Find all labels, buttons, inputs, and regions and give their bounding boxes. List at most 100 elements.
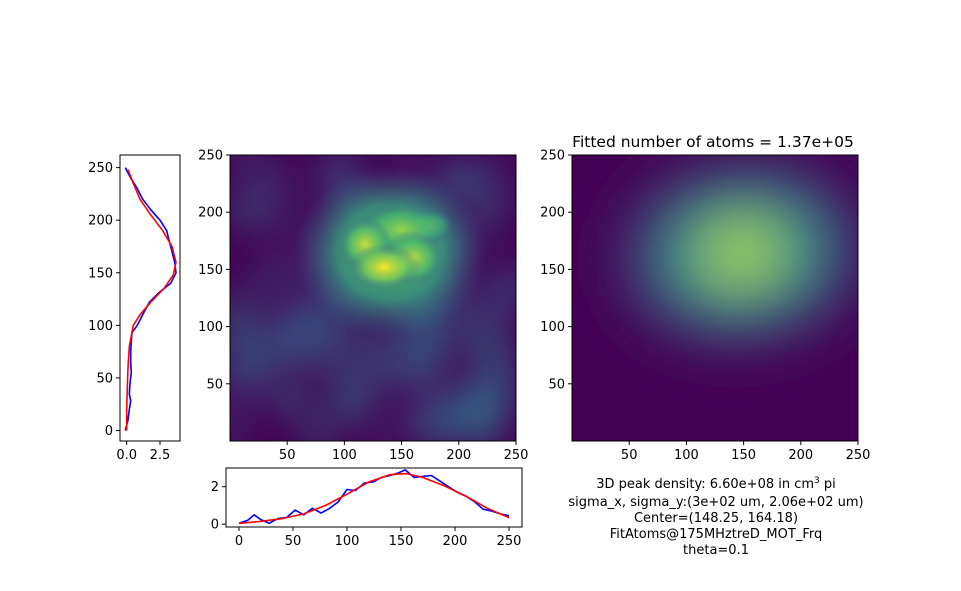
y-profile-ytick-label: 150	[88, 266, 113, 281]
caption-density: 3D peak density: 6.60e+08 in cm3 pi	[596, 476, 836, 492]
raw-image-noise-speck	[477, 336, 508, 360]
raw-image-noise-speck	[483, 155, 504, 161]
caption-name: FitAtoms@175MHztreD_MOT_Frq	[610, 527, 822, 542]
raw-image-noise-speck	[231, 281, 246, 298]
raw-image-noise-speck	[308, 316, 333, 337]
raw-image-noise-speck	[357, 431, 378, 441]
raw-image-noise-speck	[333, 369, 359, 394]
raw-image-noise-speck	[277, 334, 299, 362]
raw-image-noise-speck	[490, 396, 508, 411]
raw-image-noise-speck	[230, 155, 260, 161]
raw-image-noise-speck	[263, 259, 281, 272]
raw-image-noise-speck	[486, 290, 503, 311]
x-profile-xtick-label: 150	[389, 534, 414, 549]
raw-image-noise-speck	[289, 397, 316, 417]
raw-image-ytick-label: 200	[198, 206, 223, 221]
fit-caption: 3D peak density: 6.60e+08 in cm3 pi sigm…	[568, 476, 863, 558]
raw-image-noise-speck	[230, 406, 239, 430]
fit-image-xtick-label: 50	[621, 448, 638, 463]
raw-image-noise-speck	[266, 384, 299, 405]
fit-image-ytick-label: 250	[540, 149, 565, 164]
caption-center: Center=(148.25, 164.18)	[634, 511, 798, 526]
fit-image-xtick-label: 200	[788, 448, 813, 463]
raw-image-xtick-label: 250	[504, 448, 529, 463]
raw-image-noise-speck	[331, 155, 352, 171]
raw-image-noise-speck	[248, 164, 263, 179]
x-profile-xtick-label: 100	[335, 534, 360, 549]
fit-image-xtick-label: 150	[731, 448, 756, 463]
raw-image-noise-speck	[495, 192, 516, 205]
raw-image-noise-speck	[472, 411, 502, 440]
raw-image-noise-speck	[266, 204, 286, 226]
raw-image-noise-speck	[452, 159, 477, 181]
raw-image-noise-speck	[302, 342, 315, 355]
raw-image-ytick-label: 250	[198, 149, 223, 164]
y-profile-series-1	[125, 169, 177, 431]
raw-image-noise-speck	[493, 376, 516, 393]
raw-image-noise-speck	[282, 330, 303, 341]
raw-image-noise-speck	[425, 370, 440, 392]
raw-image-noise-speck	[266, 167, 292, 188]
raw-image-noise-speck	[485, 202, 500, 222]
raw-image-noise-speck	[233, 188, 248, 200]
raw-image-noise-speck	[500, 278, 516, 304]
raw-image-noise-speck	[392, 336, 424, 349]
x-profile-xtick-label: 200	[443, 534, 468, 549]
raw-image-noise-speck	[233, 299, 246, 327]
raw-image-noise-speck	[306, 431, 321, 441]
y-profile-xtick-label: 2.5	[150, 448, 171, 463]
raw-image-noise-speck	[364, 340, 385, 364]
y-profile-ytick-label: 200	[88, 214, 113, 229]
fit-gaussian-level	[726, 242, 757, 264]
raw-image-noise-speck	[324, 330, 342, 354]
y-profile-panel: 0.0 2.5 0 50 100 150 200 250	[88, 154, 181, 463]
y-profile-xtick-label: 0.0	[116, 448, 137, 463]
raw-image-noise-speck	[397, 412, 428, 426]
raw-image-xtick-label: 200	[446, 448, 471, 463]
raw-image-noise-speck	[262, 181, 276, 196]
raw-image-noise-speck	[230, 430, 246, 441]
fit-image-ytick-label: 100	[540, 320, 565, 335]
y-profile-ytick-label: 100	[88, 319, 113, 334]
raw-image-ytick-label: 100	[198, 320, 223, 335]
raw-image-blob	[347, 244, 421, 290]
fit-image-xtick-label: 100	[674, 448, 699, 463]
x-profile-ytick-label: 2	[211, 480, 219, 495]
fit-image-frame	[571, 154, 859, 442]
raw-image-noise-speck	[425, 409, 458, 437]
x-profile-panel: 0 50 100 150 200 250 0 2	[211, 467, 523, 549]
raw-image-noise-speck	[260, 282, 273, 302]
raw-image-noise-speck	[338, 389, 365, 416]
raw-image-panel: 50 100 150 200 250 50 100 150 200 250	[198, 149, 529, 464]
y-profile-series-0	[124, 167, 177, 431]
fit-image-panel: Fitted number of atoms = 1.37e+05 50 100 1…	[540, 133, 871, 463]
raw-image-noise-speck	[390, 415, 403, 439]
raw-image-xtick-label: 100	[332, 448, 357, 463]
raw-image-noise-speck	[248, 351, 274, 373]
raw-image-noise-speck	[340, 339, 361, 357]
y-profile-lines	[124, 167, 177, 431]
raw-image-noise-speck	[391, 155, 419, 167]
raw-image-noise-speck	[231, 214, 264, 228]
fit-image-title: Fitted number of atoms = 1.37e+05	[572, 133, 854, 151]
fit-image-ytick-label: 50	[548, 377, 565, 392]
x-profile-ytick-label: 0	[211, 518, 219, 533]
raw-image-noise-speck	[368, 366, 397, 389]
raw-image-noise-speck	[471, 385, 491, 413]
raw-image-noise-speck	[230, 197, 253, 212]
y-profile-ytick-label: 0	[105, 424, 113, 439]
raw-image-noise-speck	[410, 353, 431, 378]
raw-image-noise-speck	[245, 330, 267, 343]
raw-image-noise-speck	[436, 342, 453, 358]
raw-image-xtick-label: 150	[389, 448, 414, 463]
raw-image-noise-speck	[464, 295, 484, 323]
raw-image-ytick-label: 50	[206, 377, 223, 392]
raw-image-ytick-label: 150	[198, 263, 223, 278]
raw-image-xtick-label: 50	[279, 448, 296, 463]
fit-image-xtick-label: 250	[846, 448, 871, 463]
raw-image-noise-speck	[454, 316, 470, 333]
x-profile-xtick-label: 250	[497, 534, 522, 549]
raw-image-noise-speck	[449, 385, 466, 399]
raw-image-noise-speck	[479, 175, 492, 203]
